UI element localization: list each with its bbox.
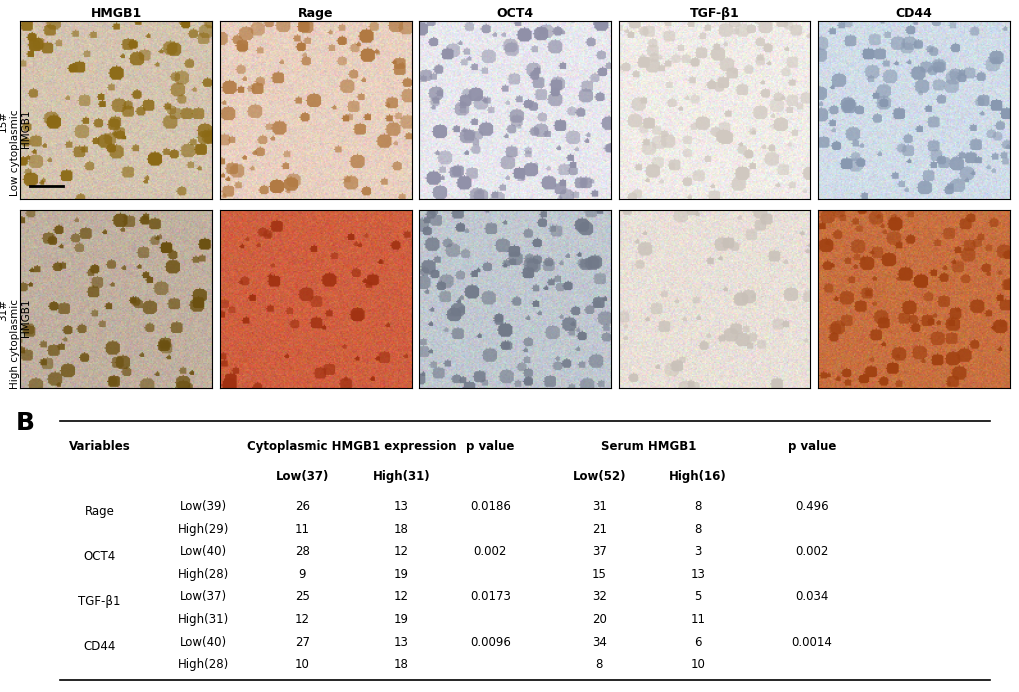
Text: 5: 5 [694, 590, 701, 603]
Text: Low(37): Low(37) [179, 590, 227, 603]
Text: Low(52): Low(52) [572, 471, 626, 483]
Text: 11: 11 [690, 613, 705, 626]
Text: 19: 19 [393, 613, 409, 626]
Title: Rage: Rage [298, 7, 333, 19]
Text: 19: 19 [393, 568, 409, 581]
Text: 0.034: 0.034 [795, 590, 827, 603]
Text: 0.002: 0.002 [795, 545, 827, 558]
Text: 18: 18 [393, 658, 409, 671]
Text: 27: 27 [294, 636, 310, 648]
Text: 0.0096: 0.0096 [470, 636, 511, 648]
Text: Low(39): Low(39) [179, 500, 227, 513]
Y-axis label: 31#
High cytoplasmic
HMGB1: 31# High cytoplasmic HMGB1 [0, 299, 32, 389]
Text: 10: 10 [294, 658, 310, 671]
Text: OCT4: OCT4 [84, 550, 115, 563]
Text: 25: 25 [294, 590, 310, 603]
Y-axis label: 15#
Low cytoplasmic
HMGB1: 15# Low cytoplasmic HMGB1 [0, 110, 32, 197]
Text: 8: 8 [694, 522, 701, 536]
Text: 3: 3 [694, 545, 701, 558]
Text: Low(40): Low(40) [179, 636, 227, 648]
Text: High(29): High(29) [177, 522, 229, 536]
Text: 11: 11 [294, 522, 310, 536]
Text: 8: 8 [595, 658, 602, 671]
Text: 0.002: 0.002 [473, 545, 506, 558]
Text: Low(40): Low(40) [179, 545, 227, 558]
Text: 28: 28 [294, 545, 310, 558]
Text: 37: 37 [591, 545, 606, 558]
Text: 34: 34 [591, 636, 606, 648]
Title: TGF-β1: TGF-β1 [689, 7, 739, 19]
Text: 10: 10 [690, 658, 705, 671]
Text: 26: 26 [294, 500, 310, 513]
Text: p value: p value [466, 440, 514, 453]
Title: HMGB1: HMGB1 [91, 7, 142, 19]
Title: OCT4: OCT4 [496, 7, 533, 19]
Text: 13: 13 [393, 500, 409, 513]
Text: 9: 9 [299, 568, 306, 581]
Text: Low(37): Low(37) [275, 471, 329, 483]
Text: 12: 12 [393, 590, 409, 603]
Text: 21: 21 [591, 522, 606, 536]
Text: Variables: Variables [68, 440, 130, 453]
Text: 6: 6 [694, 636, 701, 648]
Text: 12: 12 [393, 545, 409, 558]
Text: CD44: CD44 [84, 640, 115, 653]
Text: 15: 15 [591, 568, 606, 581]
Text: p value: p value [787, 440, 836, 453]
Text: 13: 13 [690, 568, 705, 581]
Text: 0.0186: 0.0186 [470, 500, 511, 513]
Text: High(31): High(31) [372, 471, 430, 483]
Text: A: A [20, 21, 40, 45]
Text: TGF-β1: TGF-β1 [78, 595, 120, 608]
Text: High(16): High(16) [668, 471, 727, 483]
Title: CD44: CD44 [895, 7, 931, 19]
Text: 0.0014: 0.0014 [791, 636, 832, 648]
Text: Cytoplasmic HMGB1 expression: Cytoplasmic HMGB1 expression [247, 440, 457, 453]
Text: 0.496: 0.496 [795, 500, 827, 513]
Text: 32: 32 [591, 590, 606, 603]
Text: High(28): High(28) [177, 658, 229, 671]
Text: 18: 18 [393, 522, 409, 536]
Text: 0.0173: 0.0173 [470, 590, 511, 603]
Text: 31: 31 [591, 500, 606, 513]
Text: High(28): High(28) [177, 568, 229, 581]
Text: B: B [15, 410, 35, 435]
Text: Serum HMGB1: Serum HMGB1 [600, 440, 696, 453]
Text: 20: 20 [591, 613, 606, 626]
Text: 8: 8 [694, 500, 701, 513]
Text: High(31): High(31) [177, 613, 229, 626]
Text: 13: 13 [393, 636, 409, 648]
Text: 12: 12 [294, 613, 310, 626]
Text: Rage: Rage [85, 505, 114, 518]
